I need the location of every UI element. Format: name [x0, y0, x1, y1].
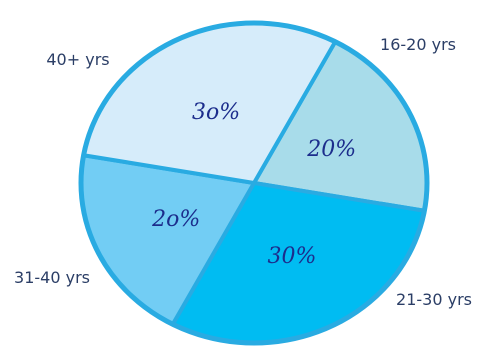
category-label: 21-30 yrs — [396, 290, 472, 309]
pie-slices — [78, 20, 430, 346]
category-label: 40+ yrs — [46, 50, 109, 69]
value-label: 30% — [267, 244, 316, 269]
category-label: 31-40 yrs — [14, 268, 90, 287]
pie-outline — [78, 20, 430, 346]
value-label: 2o% — [151, 207, 200, 232]
value-labels: 20% 30% 2o% 3o% — [151, 100, 356, 269]
category-label: 16-20 yrs — [380, 35, 456, 54]
category-labels: 16-20 yrs 21-30 yrs 31-40 yrs 40+ yrs — [14, 35, 472, 309]
value-label: 3o% — [192, 100, 240, 125]
value-label: 20% — [306, 137, 356, 162]
